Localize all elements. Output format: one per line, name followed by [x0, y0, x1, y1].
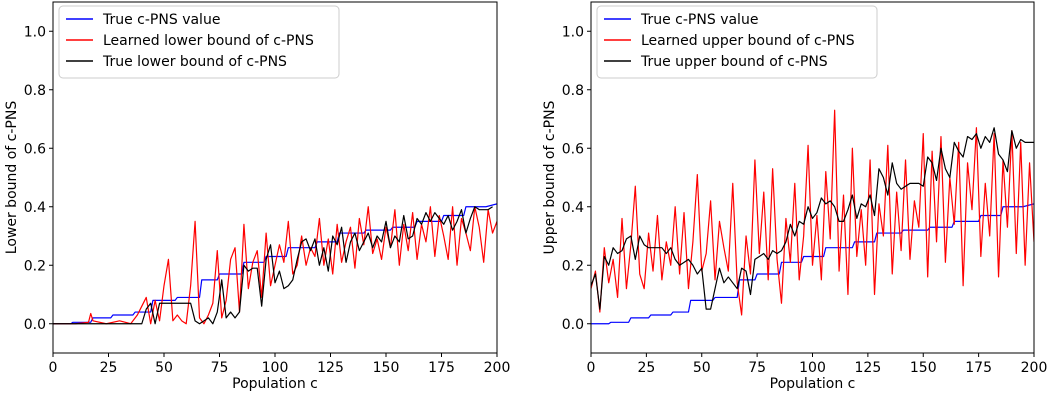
legend: True c-PNS value Learned lower bound of c… — [58, 5, 340, 79]
x-tick-label: 0 — [587, 360, 596, 376]
legend: True c-PNS value Learned upper bound of c… — [596, 5, 878, 79]
x-tick-label: 125 — [855, 360, 882, 376]
x-tick-label: 75 — [748, 360, 766, 376]
y-axis-label: Lower bound of c-PNS — [4, 101, 20, 255]
x-tick-label: 125 — [317, 360, 344, 376]
legend-label: True c-PNS value — [102, 12, 220, 28]
x-tick-label: 100 — [799, 360, 826, 376]
x-tick-label: 200 — [484, 360, 511, 376]
x-tick-label: 25 — [637, 360, 655, 376]
y-tick-label: 0.8 — [24, 83, 46, 99]
y-tick-label: 0.2 — [562, 258, 584, 274]
legend-box — [58, 5, 340, 79]
y-axis-label: Upper bound of c-PNS — [542, 100, 558, 254]
x-axis-label: Population c — [232, 376, 318, 392]
x-tick-label: 50 — [155, 360, 173, 376]
y-tick-label: 0.8 — [562, 83, 584, 99]
legend-label: True c-PNS value — [640, 12, 758, 28]
y-tick-label: 0.4 — [24, 200, 46, 216]
series-line-1 — [591, 109, 1034, 316]
series-group — [591, 109, 1034, 325]
x-tick-label: 200 — [1021, 360, 1048, 376]
chart-upper-bound: 0 25 50 75 100 125 150 175 200 0.0 0.2 0.4 0.6 0.8 1.0… — [542, 1, 1048, 392]
x-axis-label: Population c — [770, 376, 856, 392]
y-tick-label: 0.0 — [24, 317, 46, 333]
legend-label: True upper bound of c-PNS — [640, 54, 828, 70]
legend-box — [596, 5, 878, 79]
legend-label: True lower bound of c-PNS — [102, 54, 287, 70]
y-tick-label: 0.6 — [562, 141, 584, 157]
series-line-2 — [591, 127, 1034, 310]
x-tick-label: 0 — [49, 360, 58, 376]
y-tick-label: 0.4 — [562, 200, 584, 216]
y-tick-label: 0.6 — [24, 141, 46, 157]
x-tick-label: 175 — [965, 360, 992, 376]
x-tick-label: 25 — [100, 360, 118, 376]
legend-label: Learned lower bound of c-PNS — [103, 33, 314, 49]
y-tick-label: 0.0 — [562, 317, 584, 333]
legend-label: Learned upper bound of c-PNS — [641, 33, 855, 49]
y-tick-label: 0.2 — [24, 258, 46, 274]
y-tick-label: 1.0 — [562, 24, 584, 40]
x-tick-label: 75 — [211, 360, 229, 376]
x-tick-label: 100 — [262, 360, 289, 376]
x-tick-label: 150 — [910, 360, 937, 376]
y-tick-label: 1.0 — [24, 24, 46, 40]
series-line-2 — [53, 206, 493, 325]
x-tick-label: 150 — [373, 360, 400, 376]
series-group — [53, 203, 497, 325]
x-tick-label: 175 — [428, 360, 455, 376]
x-tick-label: 50 — [693, 360, 711, 376]
chart-lower-bound: 0 25 50 75 100 125 150 175 200 0.0 0.2 0.4 0.6 0.8 1.0… — [4, 1, 511, 392]
